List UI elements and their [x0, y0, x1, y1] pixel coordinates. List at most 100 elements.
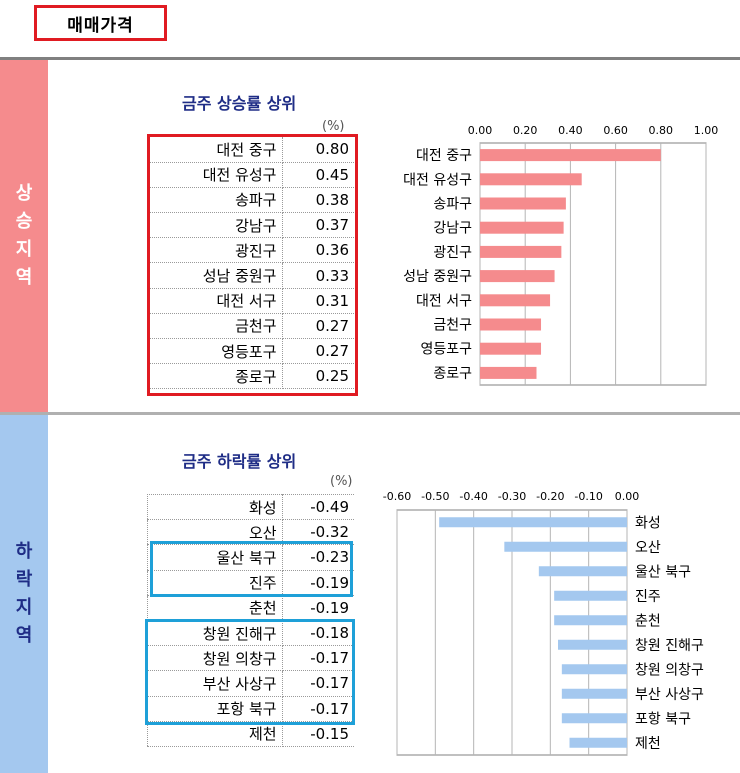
- change-rate: -0.19: [282, 595, 354, 621]
- tick-label: 0.60: [603, 124, 628, 137]
- region-name: 화성: [147, 494, 283, 521]
- category-label: 오산: [635, 540, 661, 556]
- category-label: 영등포구: [420, 342, 472, 358]
- tick-label: 0.20: [513, 124, 538, 137]
- change-rate: 0.25: [282, 363, 354, 390]
- category-label: 창원 의창구: [635, 662, 704, 678]
- region-name: 대전 유성구: [150, 162, 283, 188]
- region-name: 제천: [147, 721, 283, 747]
- category-label: 창원 진해구: [635, 638, 704, 654]
- falling-table: 화성 -0.49 오산 -0.32 울산 북구 -0.23 진주 -0.19 춘천 -0.19 창원…: [147, 494, 354, 747]
- change-rate: 0.80: [282, 137, 354, 163]
- tick-label: 0.80: [649, 124, 674, 137]
- region-name: 금천구: [150, 313, 283, 340]
- change-rate: 0.27: [282, 313, 354, 340]
- tick-label: 0.00: [468, 124, 493, 137]
- category-label: 부산 사상구: [635, 687, 704, 703]
- change-rate: 0.33: [282, 262, 354, 289]
- rising-side-char: 지: [15, 239, 33, 260]
- region-name: 춘천: [147, 595, 283, 621]
- change-rate: -0.17: [282, 645, 354, 672]
- falling-highlight-box-1: [150, 541, 353, 597]
- region-name: 대전 서구: [150, 288, 283, 314]
- falling-side-char: 역: [15, 625, 33, 646]
- change-rate: -0.17: [282, 696, 354, 722]
- category-label: 포항 북구: [635, 711, 691, 727]
- change-rate: -0.17: [282, 670, 354, 697]
- bar: [554, 615, 627, 626]
- region-name: 영등포구: [150, 338, 283, 365]
- region-name: 종로구: [150, 363, 283, 390]
- table-row: 제천 -0.15: [147, 721, 354, 747]
- category-label: 종로구: [433, 366, 472, 382]
- bar: [480, 294, 551, 307]
- region-name: 울산 북구: [147, 544, 283, 571]
- table-row: 종로구 0.25: [150, 363, 354, 390]
- falling-unit-label: (%): [330, 474, 353, 489]
- bar: [554, 590, 627, 601]
- change-rate: -0.23: [282, 544, 354, 571]
- category-label: 진주: [635, 589, 661, 605]
- bar: [480, 270, 555, 283]
- table-row: 금천구 0.27: [150, 313, 354, 340]
- region-name: 송파구: [150, 187, 283, 214]
- bar: [480, 342, 542, 355]
- rising-side-char: 승: [15, 211, 33, 232]
- bar: [561, 664, 627, 675]
- falling-side-char: 하: [15, 541, 33, 562]
- section-divider: [0, 412, 740, 415]
- falling-highlight-box-2: [145, 619, 355, 725]
- rising-highlight-box: [147, 134, 358, 396]
- tick-label: -0.60: [383, 490, 411, 503]
- bar: [480, 149, 661, 162]
- change-rate: 0.27: [282, 338, 354, 365]
- falling-side-char: 락: [15, 569, 33, 590]
- tick-label: 0.40: [558, 124, 583, 137]
- bar: [439, 517, 627, 528]
- table-row: 울산 북구 -0.23: [147, 544, 354, 571]
- bar: [480, 173, 582, 186]
- change-rate: -0.18: [282, 620, 354, 647]
- change-rate: -0.19: [282, 570, 354, 596]
- bar: [538, 566, 627, 577]
- tick-label: -0.30: [498, 490, 526, 503]
- region-name: 부산 사상구: [147, 670, 283, 697]
- top-divider: [0, 57, 740, 60]
- region-name: 성남 중원구: [150, 262, 283, 289]
- change-rate: -0.49: [282, 494, 354, 521]
- category-label: 금천구: [433, 318, 472, 334]
- category-label: 송파구: [433, 197, 472, 213]
- table-row: 송파구 0.38: [150, 187, 354, 214]
- tick-label: -0.40: [459, 490, 487, 503]
- tick-label: -0.50: [421, 490, 449, 503]
- falling-section-title: 금주 하락률 상위: [182, 452, 297, 471]
- table-row: 성남 중원구 0.33: [150, 262, 354, 289]
- table-row: 창원 진해구 -0.18: [147, 620, 354, 647]
- region-name: 포항 북구: [147, 696, 283, 722]
- bar: [480, 197, 566, 210]
- bar: [561, 688, 627, 699]
- change-rate: 0.38: [282, 187, 354, 214]
- category-label: 성남 중원구: [403, 269, 472, 285]
- rising-side-char: 상: [15, 183, 33, 204]
- tick-label: 0.00: [615, 490, 640, 503]
- change-rate: -0.15: [282, 721, 354, 747]
- region-name: 강남구: [150, 212, 283, 239]
- bar: [480, 245, 562, 258]
- table-row: 대전 유성구 0.45: [150, 162, 354, 188]
- region-name: 진주: [147, 570, 283, 596]
- table-row: 강남구 0.37: [150, 212, 354, 239]
- table-row: 춘천 -0.19: [147, 595, 354, 621]
- table-row: 부산 사상구 -0.17: [147, 670, 354, 697]
- tick-label: -0.20: [536, 490, 564, 503]
- table-row: 포항 북구 -0.17: [147, 696, 354, 722]
- category-label: 대전 중구: [416, 148, 472, 164]
- bar: [504, 541, 627, 552]
- table-row: 영등포구 0.27: [150, 338, 354, 365]
- falling-side-char: 지: [15, 597, 33, 618]
- category-label: 화성: [635, 515, 661, 531]
- category-label: 강남구: [433, 221, 472, 237]
- category-label: 대전 유성구: [403, 172, 472, 188]
